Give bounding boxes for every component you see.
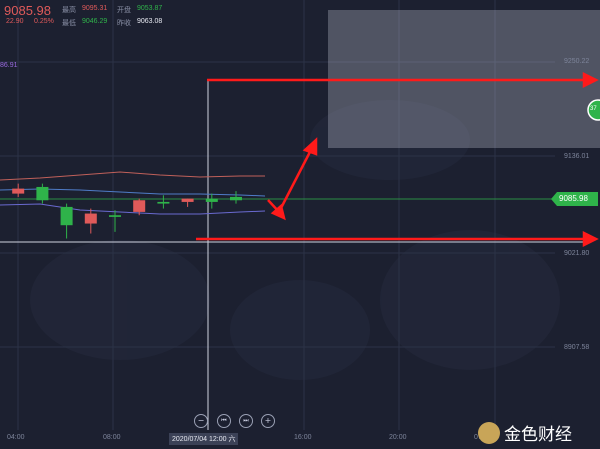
candle-body	[205, 198, 218, 202]
time-tick-3: 16:00	[294, 434, 312, 441]
candle-body	[181, 198, 194, 202]
time-tick-2: 08:00	[103, 434, 121, 441]
change-percent: 0.25%	[34, 18, 54, 25]
high-value: 9095.31	[82, 5, 108, 12]
left-indicator-value: 86.91	[0, 62, 18, 69]
candle-body	[109, 215, 121, 217]
zoom-in-button[interactable]: +	[261, 414, 275, 428]
candle-body	[12, 188, 25, 194]
last-price: 9085.98	[4, 3, 51, 18]
candle-body	[36, 186, 49, 201]
logo-icon	[478, 421, 500, 444]
prev-close-label: 昨收	[117, 20, 131, 27]
price-tick-4: 8907.58	[564, 344, 590, 351]
change-value: 22.90	[6, 18, 24, 25]
marker-bubble	[587, 99, 600, 121]
annotation-arrows	[196, 71, 599, 248]
candle-body	[157, 201, 170, 204]
crosshair-time-label: 2020/07/04 12:00 六	[169, 433, 239, 445]
prev-button[interactable]: ⏮	[217, 414, 231, 428]
current-price-label: 9085.98	[559, 194, 588, 203]
marker-bubble-label[interactable]: 37	[590, 106, 597, 112]
high-label: 最高	[62, 7, 76, 14]
price-tick-1: 9250.22	[564, 58, 590, 65]
watermark: 金色财经	[478, 420, 572, 445]
ma-lower-line	[0, 203, 266, 215]
price-tick-2: 9136.01	[564, 153, 590, 160]
candle-body	[230, 196, 242, 201]
watermark-text: 金色财经	[504, 425, 572, 445]
world-map-background	[30, 100, 560, 380]
candle-body	[133, 200, 146, 212]
candle-body	[60, 206, 73, 226]
candlestick-series	[12, 183, 242, 239]
open-label: 开盘	[117, 7, 131, 14]
time-tick-1: 04:00	[7, 434, 25, 441]
low-label: 最低	[62, 20, 76, 27]
next-button[interactable]: ⏭	[239, 414, 253, 428]
low-value: 9046.29	[82, 18, 108, 25]
price-tick-3: 9021.80	[564, 250, 590, 257]
candle-body	[84, 213, 97, 224]
grid	[0, 0, 555, 430]
zoom-out-button[interactable]: −	[194, 414, 208, 428]
current-price-tag	[551, 192, 598, 206]
open-value: 9053.87	[137, 5, 163, 12]
prev-close-value: 9063.08	[137, 18, 163, 25]
time-tick-4: 20:00	[389, 434, 407, 441]
ma-upper-line	[0, 171, 265, 181]
